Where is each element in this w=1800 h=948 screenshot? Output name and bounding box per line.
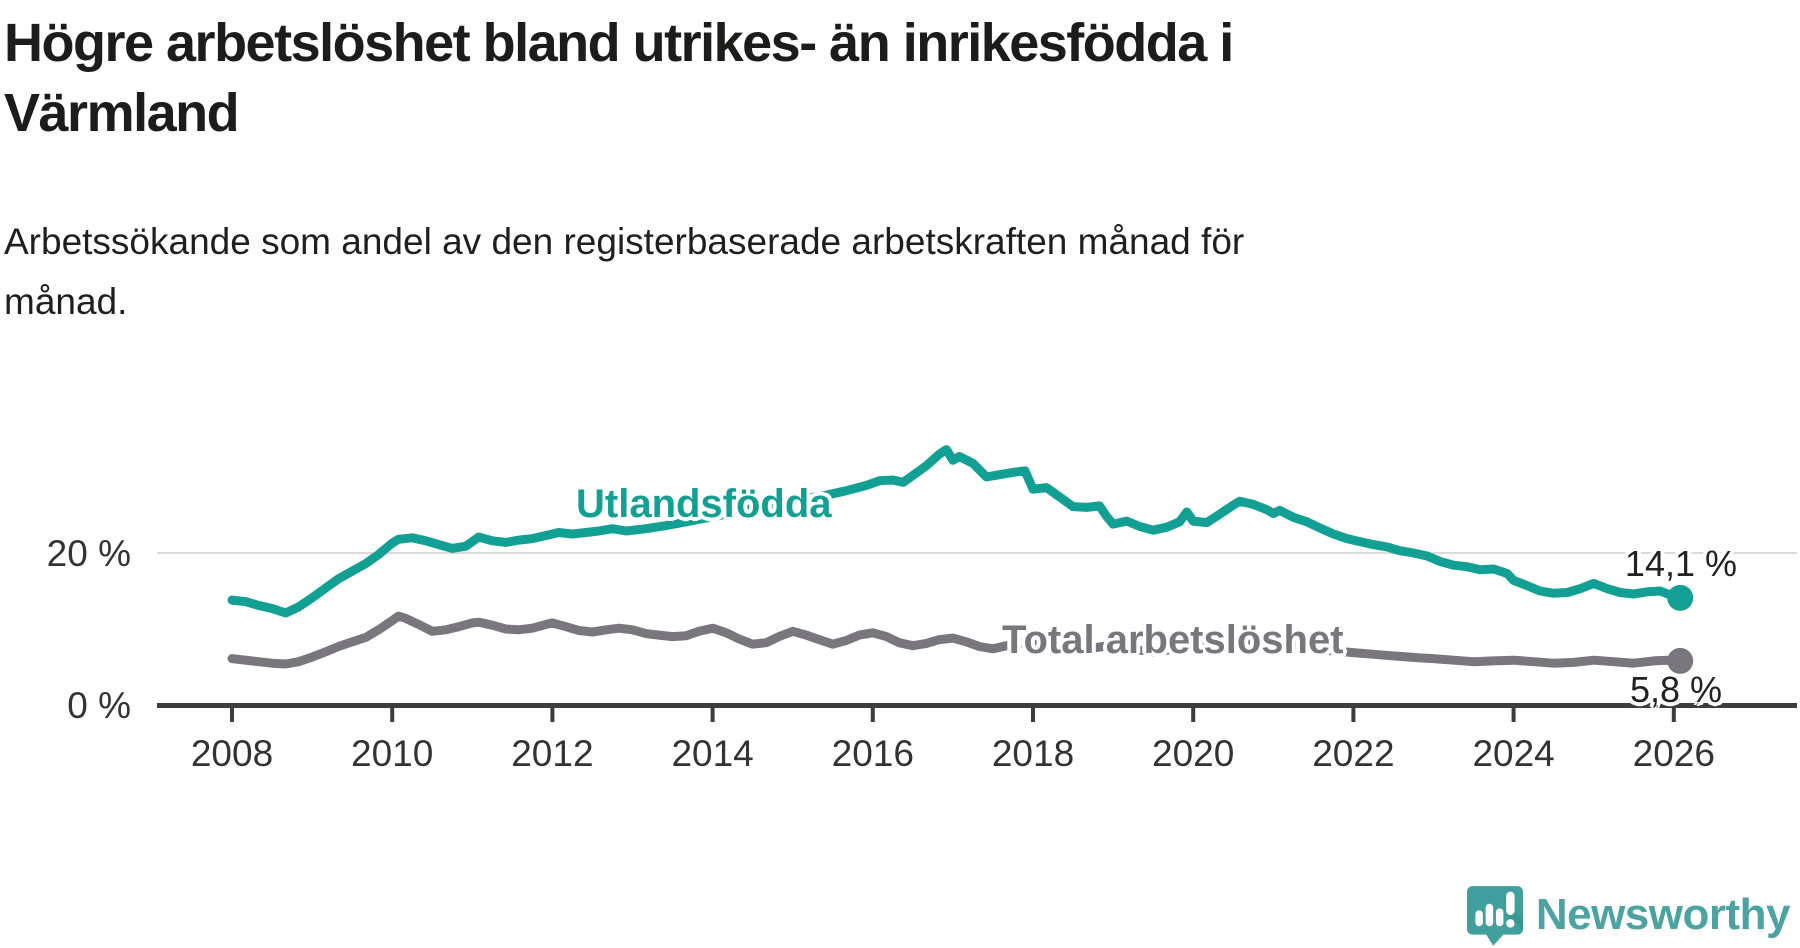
end-value-utlandsfodda: 14,1 %: [1624, 543, 1737, 584]
series-end-dot-utlandsf-dda: [1667, 584, 1694, 611]
chart-subtitle-line1: Arbetssökande som andel av den registerb…: [4, 221, 1245, 262]
chart-subtitle-line2: månad.: [4, 280, 128, 322]
series-line-utlandsf-dda: [227, 445, 1685, 618]
x-tick-label: 2026: [1633, 733, 1715, 774]
x-tick-label: 2016: [832, 733, 914, 774]
page-title-line1: Högre arbetslöshet bland utrikes- än inr…: [4, 13, 1234, 73]
y-tick-label: 0 %: [67, 685, 131, 726]
series-label-utlandsfodda: Utlandsfödda: [576, 482, 832, 526]
newsworthy-logo-icon: [1466, 886, 1523, 946]
x-tick-label: 2018: [992, 733, 1074, 774]
x-tick-label: 2024: [1472, 733, 1554, 774]
x-tick-label: 2022: [1312, 733, 1394, 774]
x-tick-label: 2008: [191, 733, 273, 774]
end-value-total-arbetsloshet: 5,8 %: [1629, 669, 1722, 710]
newsworthy-brand-name: Newsworthy: [1535, 890, 1791, 939]
series-line-total-arbetsl-shet: [227, 611, 1685, 669]
x-tick-label: 2012: [511, 733, 593, 774]
x-tick-label: 2020: [1152, 733, 1234, 774]
series-end-dot-total-arbetsl-shet: [1667, 647, 1694, 674]
series-label-total-arbetsloshet: Total arbetslöshet: [1002, 618, 1344, 662]
newsworthy-brand-footer: Newsworthy: [1466, 884, 1791, 946]
y-tick-label: 20 %: [47, 533, 131, 574]
page-title: Högre arbetslöshet bland utrikes- än inr…: [4, 8, 1504, 148]
x-tick-label: 2010: [351, 733, 433, 774]
page-title-line2: Värmland: [4, 83, 240, 144]
x-tick-label: 2014: [671, 733, 753, 774]
chart-subtitle: Arbetssökande som andel av den registerb…: [4, 212, 1564, 332]
